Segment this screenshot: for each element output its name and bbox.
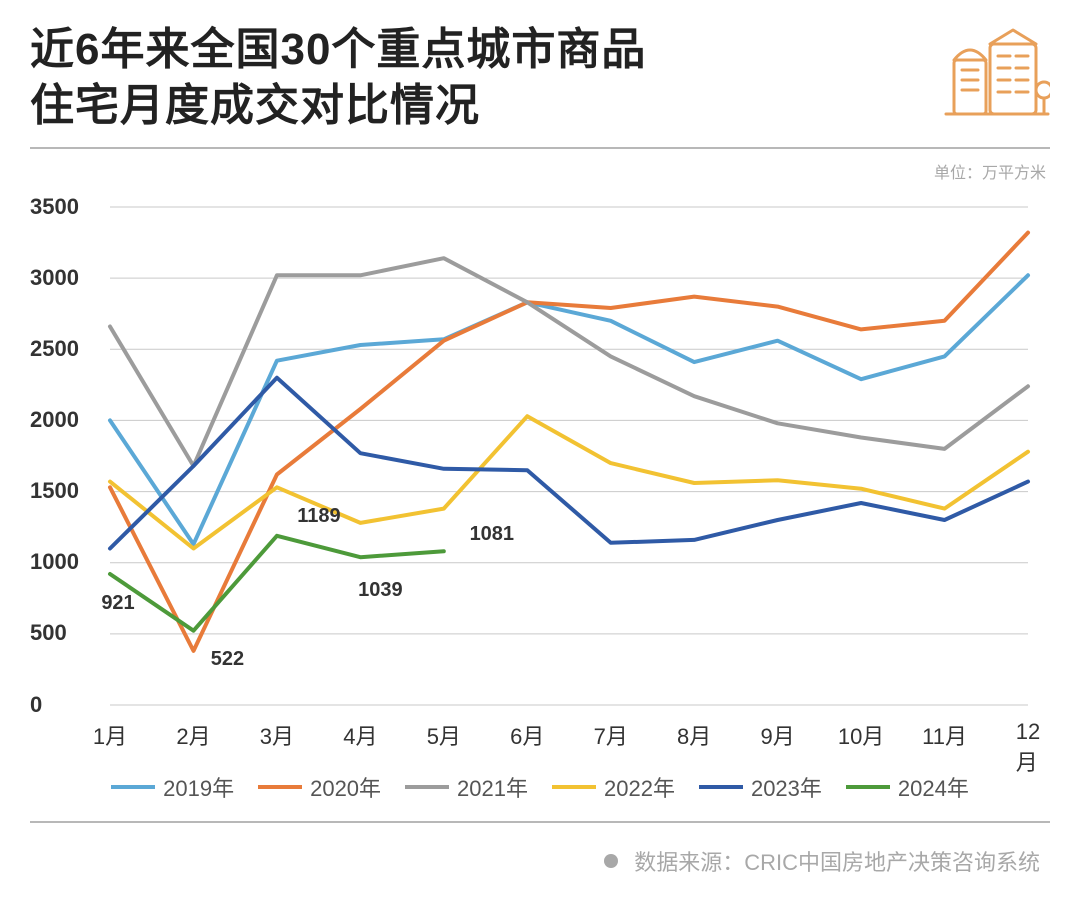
chart-svg — [30, 191, 1048, 751]
bullet-icon — [604, 854, 618, 868]
x-axis-tick: 6月 — [510, 719, 544, 751]
chart-legend: 2019年 2020年 2021年 2022年 2023年 2024年 — [30, 751, 1050, 823]
source-row: 数据来源：CRIC中国房地产决策咨询系统 — [30, 823, 1050, 877]
data-point-label: 1081 — [470, 523, 515, 546]
legend-swatch — [846, 785, 890, 789]
y-axis-tick: 3000 — [30, 265, 98, 291]
x-axis-tick: 1月 — [93, 719, 127, 751]
y-axis-tick: 1000 — [30, 549, 98, 575]
x-axis-tick: 5月 — [427, 719, 461, 751]
legend-swatch — [111, 785, 155, 789]
source-label: 数据来源：CRIC中国房地产决策咨询系统 — [634, 845, 1040, 877]
title-line-1: 近6年来全国30个重点城市商品 — [30, 25, 646, 74]
legend-label: 2024年 — [898, 771, 969, 803]
y-axis-tick: 2500 — [30, 336, 98, 362]
chart-container: 近6年来全国30个重点城市商品 住宅月度成交对比情况 — [0, 0, 1080, 911]
x-axis-tick: 9月 — [761, 719, 795, 751]
legend-item: 2020年 — [258, 771, 381, 803]
data-point-label: 1189 — [297, 505, 340, 528]
legend-label: 2023年 — [751, 771, 822, 803]
x-axis-tick: 2月 — [176, 719, 210, 751]
legend-swatch — [258, 785, 302, 789]
legend-item: 2024年 — [846, 771, 969, 803]
data-point-label: 522 — [211, 648, 244, 671]
x-axis-tick: 3月 — [260, 719, 294, 751]
y-axis-tick: 500 — [30, 620, 98, 646]
data-point-label: 1039 — [358, 579, 403, 602]
legend-label: 2021年 — [457, 771, 528, 803]
legend-swatch — [552, 785, 596, 789]
legend-swatch — [405, 785, 449, 789]
x-axis-tick: 10月 — [838, 719, 884, 751]
y-axis-tick: 0 — [30, 692, 98, 718]
x-axis-tick: 12月 — [1016, 719, 1040, 777]
legend-label: 2019年 — [163, 771, 234, 803]
legend-swatch — [699, 785, 743, 789]
chart-title: 近6年来全国30个重点城市商品 住宅月度成交对比情况 — [30, 22, 646, 135]
x-axis-tick: 8月 — [677, 719, 711, 751]
title-line-2: 住宅月度成交对比情况 — [30, 81, 480, 130]
x-axis-tick: 7月 — [594, 719, 628, 751]
legend-label: 2020年 — [310, 771, 381, 803]
legend-item: 2019年 — [111, 771, 234, 803]
data-point-label: 921 — [101, 592, 134, 615]
unit-label: 单位：万平方米 — [30, 149, 1050, 187]
y-axis-tick: 3500 — [30, 194, 98, 220]
buildings-icon — [940, 22, 1050, 122]
header: 近6年来全国30个重点城市商品 住宅月度成交对比情况 — [30, 22, 1050, 149]
x-axis-tick: 4月 — [343, 719, 377, 751]
legend-item: 2021年 — [405, 771, 528, 803]
legend-label: 2022年 — [604, 771, 675, 803]
legend-item: 2023年 — [699, 771, 822, 803]
y-axis-tick: 2000 — [30, 407, 98, 433]
line-chart: 0 500 1000 1500 2000 2500 3000 3500 1月 2月 3月 4月 5月 6月… — [30, 191, 1048, 751]
legend-item: 2022年 — [552, 771, 675, 803]
y-axis-tick: 1500 — [30, 478, 98, 504]
x-axis-tick: 11月 — [922, 719, 967, 751]
